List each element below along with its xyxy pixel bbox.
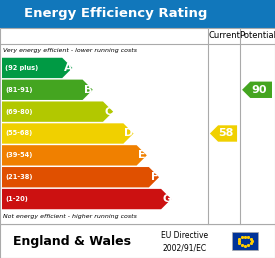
- Polygon shape: [2, 189, 171, 209]
- Text: 90: 90: [252, 85, 267, 95]
- Polygon shape: [242, 82, 272, 98]
- Text: 58: 58: [218, 128, 234, 139]
- Text: Potential: Potential: [239, 31, 275, 41]
- Bar: [0, 28, 275, 224]
- Text: C: C: [104, 107, 113, 117]
- Polygon shape: [2, 123, 134, 144]
- Text: Energy Efficiency Rating: Energy Efficiency Rating: [24, 7, 207, 20]
- Text: F: F: [151, 172, 158, 182]
- Text: 2002/91/EC: 2002/91/EC: [163, 243, 207, 252]
- Text: G: G: [162, 194, 171, 204]
- Text: Not energy efficient - higher running costs: Not energy efficient - higher running co…: [3, 214, 137, 219]
- Text: B: B: [84, 85, 92, 95]
- Polygon shape: [2, 145, 147, 166]
- Polygon shape: [2, 167, 159, 187]
- Bar: [0, 0, 275, 28]
- Text: (39-54): (39-54): [5, 152, 32, 158]
- Bar: [0, 224, 275, 258]
- Text: Current: Current: [208, 31, 240, 41]
- Polygon shape: [2, 101, 113, 122]
- Text: EU Directive: EU Directive: [161, 231, 208, 240]
- Text: England & Wales: England & Wales: [13, 235, 131, 247]
- Text: E: E: [138, 150, 146, 160]
- Text: Very energy efficient - lower running costs: Very energy efficient - lower running co…: [3, 48, 137, 53]
- Polygon shape: [210, 125, 237, 142]
- Text: (1-20): (1-20): [5, 196, 28, 202]
- Text: (81-91): (81-91): [5, 87, 32, 93]
- Polygon shape: [2, 58, 72, 78]
- Text: D: D: [124, 128, 134, 139]
- Text: A: A: [64, 63, 72, 73]
- Text: (21-38): (21-38): [5, 174, 32, 180]
- Text: (92 plus): (92 plus): [5, 65, 38, 71]
- Text: (69-80): (69-80): [5, 109, 32, 115]
- Text: (55-68): (55-68): [5, 131, 32, 136]
- Bar: [232, 232, 258, 250]
- Polygon shape: [2, 80, 93, 100]
